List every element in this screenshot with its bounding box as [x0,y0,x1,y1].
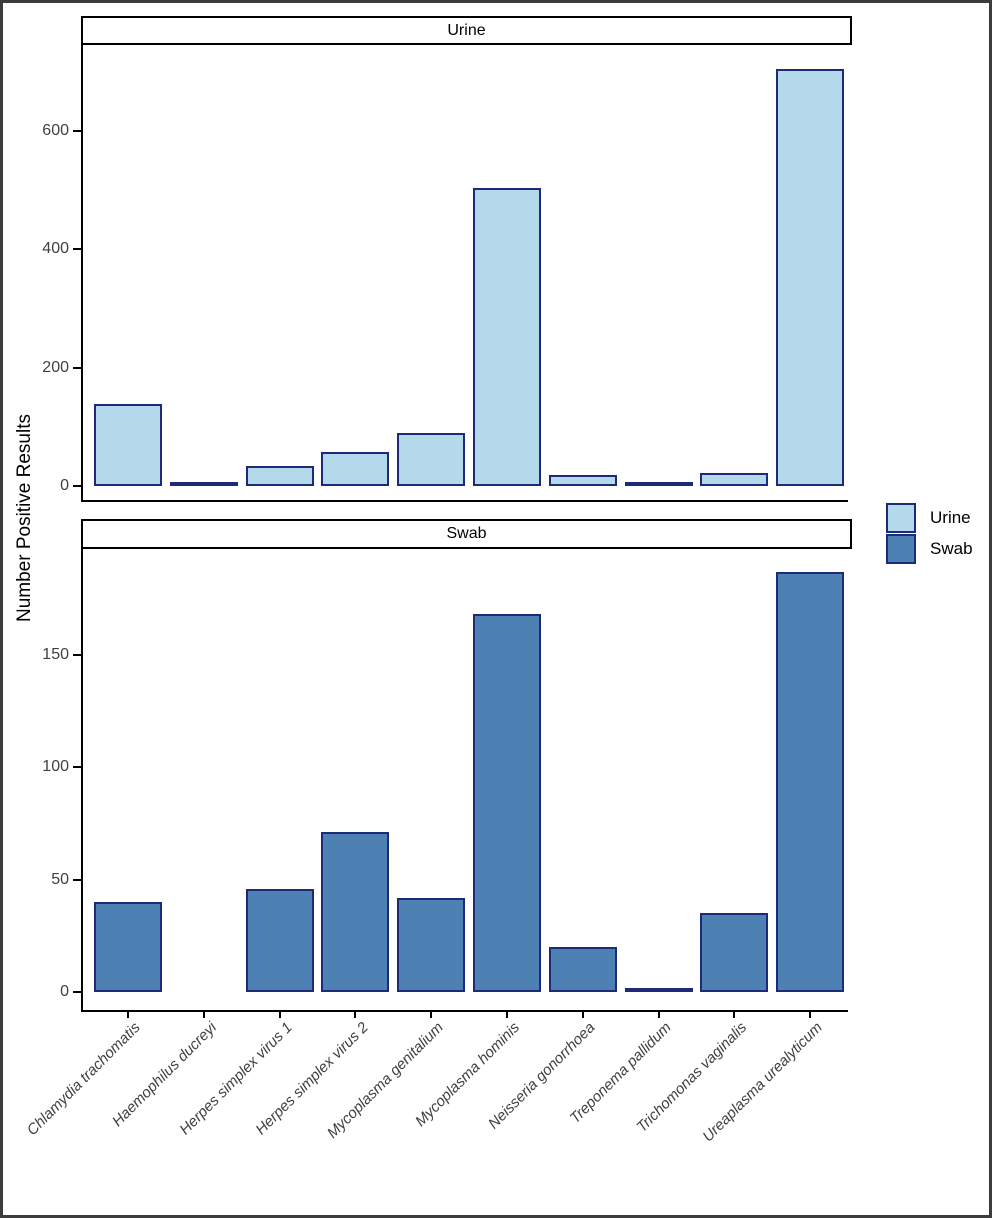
facet-strip-urine: Urine [81,16,852,45]
panel-swab: 0 50 100 150 [42,549,848,1018]
bar-herpes-simplex-virus-1 [245,466,314,486]
facet-strip-urine-label: Urine [447,21,486,39]
bar-neisseria-gonorrhoea [548,947,617,992]
y-axis-title: Number Positive Results [14,413,35,623]
legend-key-swab [886,533,916,564]
x-tick-mark [354,1010,357,1018]
x-tick-mark [657,1010,660,1018]
x-tick-mark [430,1010,433,1018]
bar-ureaplasma-urealyticum [776,571,845,992]
bar-mycoplasma-hominis [473,614,541,992]
y-tick-label: 50 [51,870,69,888]
facet-strip-swab: Swab [81,519,852,549]
facet-strip-swab-label: Swab [446,525,487,542]
y-tick-mark [73,766,81,769]
y-tick-label: 0 [60,983,69,1000]
legend-item-urine: Urine [886,502,973,533]
legend-item-swab: Swab [886,533,973,564]
legend-label-swab: Swab [930,538,973,558]
y-tick-mark [73,878,81,881]
bar-trichomonas-vaginalis [700,913,769,992]
bar-treponema-pallidum [624,987,693,992]
x-tick-mark [809,1010,812,1018]
x-tick-mark [506,1010,508,1018]
bar-chlamydia-trachomatis [94,403,162,486]
y-tick-mark [73,366,81,369]
y-tick-label: 400 [42,240,69,258]
x-tick-mark [581,1010,584,1018]
bar-herpes-simplex-virus-2 [321,451,390,486]
x-tick-mark [278,1010,281,1018]
x-tick-mark [202,1010,205,1018]
bar-herpes-simplex-virus-2 [321,832,390,992]
bar-chlamydia-trachomatis [94,902,162,992]
y-tick-mark [73,485,81,487]
y-tick-mark [73,129,81,132]
y-tick-mark [73,653,81,656]
legend-key-urine [886,502,916,533]
x-tick-mark [127,1010,129,1018]
bar-haemophilus-ducreyi [169,482,238,486]
bar-neisseria-gonorrhoea [548,474,617,486]
bar-herpes-simplex-virus-1 [245,888,314,992]
y-tick-label: 0 [60,477,69,494]
bar-treponema-pallidum [624,482,693,486]
y-tick-label: 600 [42,121,69,139]
bar-mycoplasma-genitalium [397,897,466,992]
y-tick-label: 200 [42,358,69,376]
y-tick-mark [73,991,81,993]
bar-ureaplasma-urealyticum [776,68,845,486]
legend: Urine Swab [886,502,973,564]
bar-mycoplasma-hominis [473,188,541,486]
bar-trichomonas-vaginalis [700,472,769,486]
y-tick-label: 100 [42,758,69,776]
bar-mycoplasma-genitalium [397,432,466,486]
legend-label-urine: Urine [930,507,971,527]
panel-urine: 0 200 400 600 [42,45,848,502]
y-tick-label: 150 [42,645,69,663]
y-tick-mark [73,248,81,251]
x-tick-mark [733,1010,736,1018]
